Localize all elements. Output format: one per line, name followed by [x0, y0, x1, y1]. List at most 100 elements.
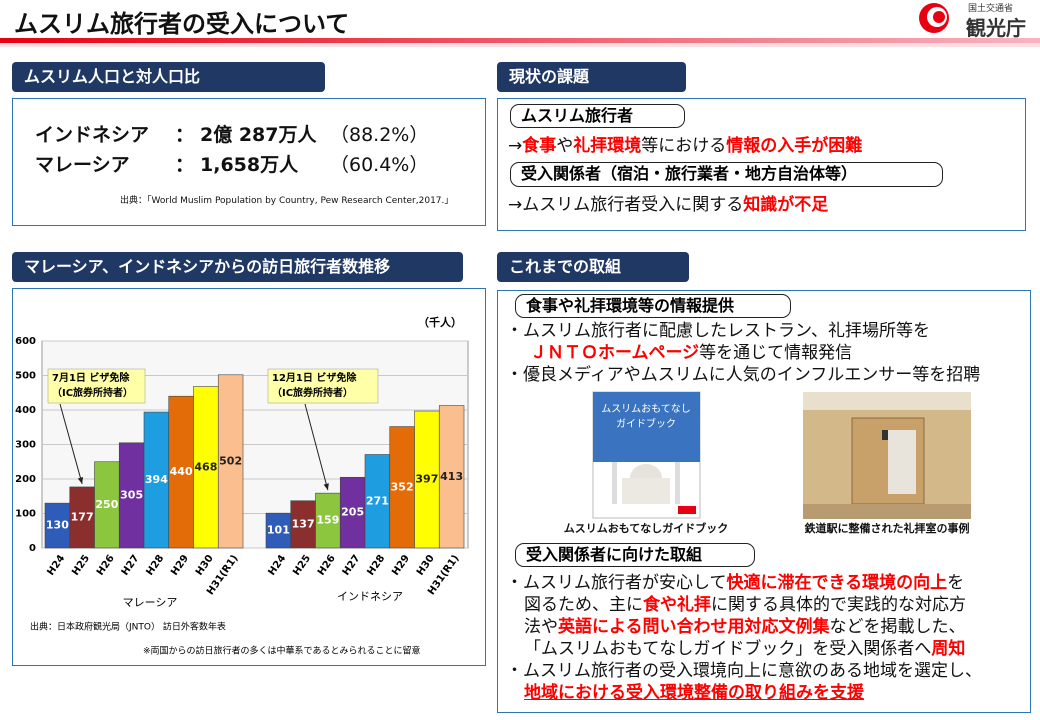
text-segment: 「ムスリムおもてなしガイドブック」を受入関係者へ — [524, 639, 932, 659]
x-tick-label: H26 — [95, 553, 117, 578]
logo-ministry: 国土交通省 — [968, 4, 1014, 14]
x-tick-label: H26 — [316, 553, 338, 578]
group-label: マレーシア — [123, 596, 178, 609]
x-tick-label: H28 — [144, 553, 166, 578]
bar — [389, 426, 415, 549]
data-label: 502 — [219, 454, 242, 467]
text-segment: 法や — [524, 617, 558, 637]
annotation-arrow — [59, 403, 83, 485]
bullet-line: ・ムスリム旅行者が安心して快適に滞在できる環境の向上を — [506, 572, 964, 594]
annotation-text: （IC旅券所持者） — [52, 386, 133, 399]
data-label: 137 — [292, 517, 315, 530]
subheading: 受入関係者（宿泊・旅行業者・地方自治体等） — [510, 162, 943, 187]
bar — [339, 476, 366, 549]
data-label: 413 — [440, 470, 463, 483]
annotation-arrowhead — [77, 476, 84, 484]
guidebook-image: ムスリムおもてなしガイドブック — [592, 391, 701, 519]
data-label: 468 — [194, 460, 217, 473]
section-heading: 現状の課題 — [497, 62, 686, 92]
y-tick-label: 500 — [15, 371, 36, 382]
data-label: 177 — [71, 510, 94, 523]
text-segment: ・優良メディアやムスリムに人気のインフルエンサー等を招聘 — [506, 365, 981, 385]
text-segment: →ムスリム旅行者受入に関する — [508, 195, 744, 215]
photo-wall — [803, 392, 971, 410]
text-segment: 食や礼拝 — [643, 595, 711, 615]
annotation-text: 12月1日 ビザ免除 — [272, 371, 357, 384]
text-segment: などを掲載した、 — [829, 617, 966, 637]
prayer-room-photo — [803, 392, 971, 519]
bar — [315, 492, 341, 549]
annotation-box — [47, 368, 146, 404]
text-segment: 等における — [641, 136, 727, 156]
bar — [69, 486, 95, 549]
text-segment: → — [508, 136, 523, 156]
text-segment: ・ムスリム旅行者に配慮したレストラン、礼拝場所等を — [506, 321, 930, 341]
population-cell: 2億 287万人 — [200, 124, 317, 146]
population-cell: （88.2%） — [330, 124, 429, 146]
x-tick-label: H25 — [70, 553, 92, 578]
logo-agency: 観光庁 — [966, 16, 1026, 40]
bullet-line: 「ムスリムおもてなしガイドブック」を受入関係者へ周知 — [524, 638, 965, 660]
chart-note: ※両国からの訪日旅行者の多くは中華系であるとみられることに留意 — [143, 645, 420, 657]
bullet-line: ＪＮＴＯホームページ等を通じて情報発信 — [530, 342, 852, 364]
annotation-box — [267, 368, 379, 404]
y-tick-label: 300 — [15, 440, 36, 451]
population-cell: ： — [175, 154, 195, 176]
x-tick-label: H30 — [415, 553, 437, 578]
text-segment: 周知 — [931, 639, 966, 659]
data-label: 305 — [120, 488, 143, 501]
y-tick-label: 100 — [15, 509, 36, 520]
issue-line: →食事や礼拝環境等における情報の入手が困難 — [508, 135, 862, 157]
photo-floor — [803, 504, 971, 519]
photo-door-glass — [888, 430, 916, 494]
text-segment: 食事 — [522, 136, 557, 156]
book-logo — [678, 506, 696, 514]
data-label: 397 — [415, 473, 438, 486]
x-tick-label: H24 — [266, 553, 288, 578]
x-tick-label: H27 — [120, 553, 142, 578]
chart-source: 出典：日本政府観光局（JNTO） 訪日外客数年表 — [30, 621, 226, 633]
group-label: インドネシア — [337, 590, 403, 603]
x-tick-label: H24 — [45, 553, 67, 578]
x-tick-label: H27 — [341, 553, 363, 578]
data-label: 394 — [145, 473, 168, 486]
subheading: 食事や礼拝環境等の情報提供 — [515, 294, 791, 318]
y-tick-label: 400 — [15, 405, 36, 416]
population-cell: （60.4%） — [330, 154, 429, 176]
bar — [438, 405, 465, 549]
bar — [414, 410, 440, 549]
x-tick-label: H28 — [365, 553, 387, 578]
issue-line: →ムスリム旅行者受入に関する知識が不足 — [508, 194, 828, 216]
y-tick-label: 200 — [15, 474, 36, 485]
bullet-line: ・優良メディアやムスリムに人気のインフルエンサー等を招聘 — [506, 364, 980, 386]
x-tick-label: H30 — [194, 553, 216, 578]
data-label: 101 — [267, 524, 290, 537]
bar — [290, 500, 316, 549]
data-label: 250 — [95, 498, 118, 511]
population-cell: ： — [175, 124, 195, 146]
x-tick-label: H29 — [390, 553, 412, 578]
book-cover-top — [593, 392, 700, 462]
bullet-line: ・ムスリム旅行者の受入環境向上に意欲のある地域を選定し、 — [506, 660, 982, 682]
text-segment: 礼拝環境 — [573, 136, 642, 156]
bar — [118, 442, 145, 549]
section-heading: これまでの取組 — [497, 252, 689, 282]
data-label: 271 — [366, 494, 389, 507]
text-segment: や — [556, 136, 574, 156]
bullet-line: ・ムスリム旅行者に配慮したレストラン、礼拝場所等を — [506, 320, 930, 342]
book-cover-title: ガイドブック — [616, 417, 676, 430]
population-cell: インドネシア — [35, 124, 150, 146]
data-label: 440 — [170, 465, 193, 478]
annotation-text: 7月1日 ビザ免除 — [52, 371, 130, 384]
data-label: 159 — [316, 514, 339, 527]
population-cell: マレーシア — [35, 154, 130, 176]
bullet-line: 地域における受入環境整備の取り組みを支援 — [524, 682, 864, 704]
y-tick-label: 600 — [15, 336, 36, 347]
text-segment: 情報の入手が困難 — [726, 136, 863, 156]
annotation-text: （IC旅券所持者） — [272, 386, 353, 399]
text-segment: 英語による問い合わせ用対応文例集 — [558, 617, 830, 637]
bar — [217, 374, 244, 549]
